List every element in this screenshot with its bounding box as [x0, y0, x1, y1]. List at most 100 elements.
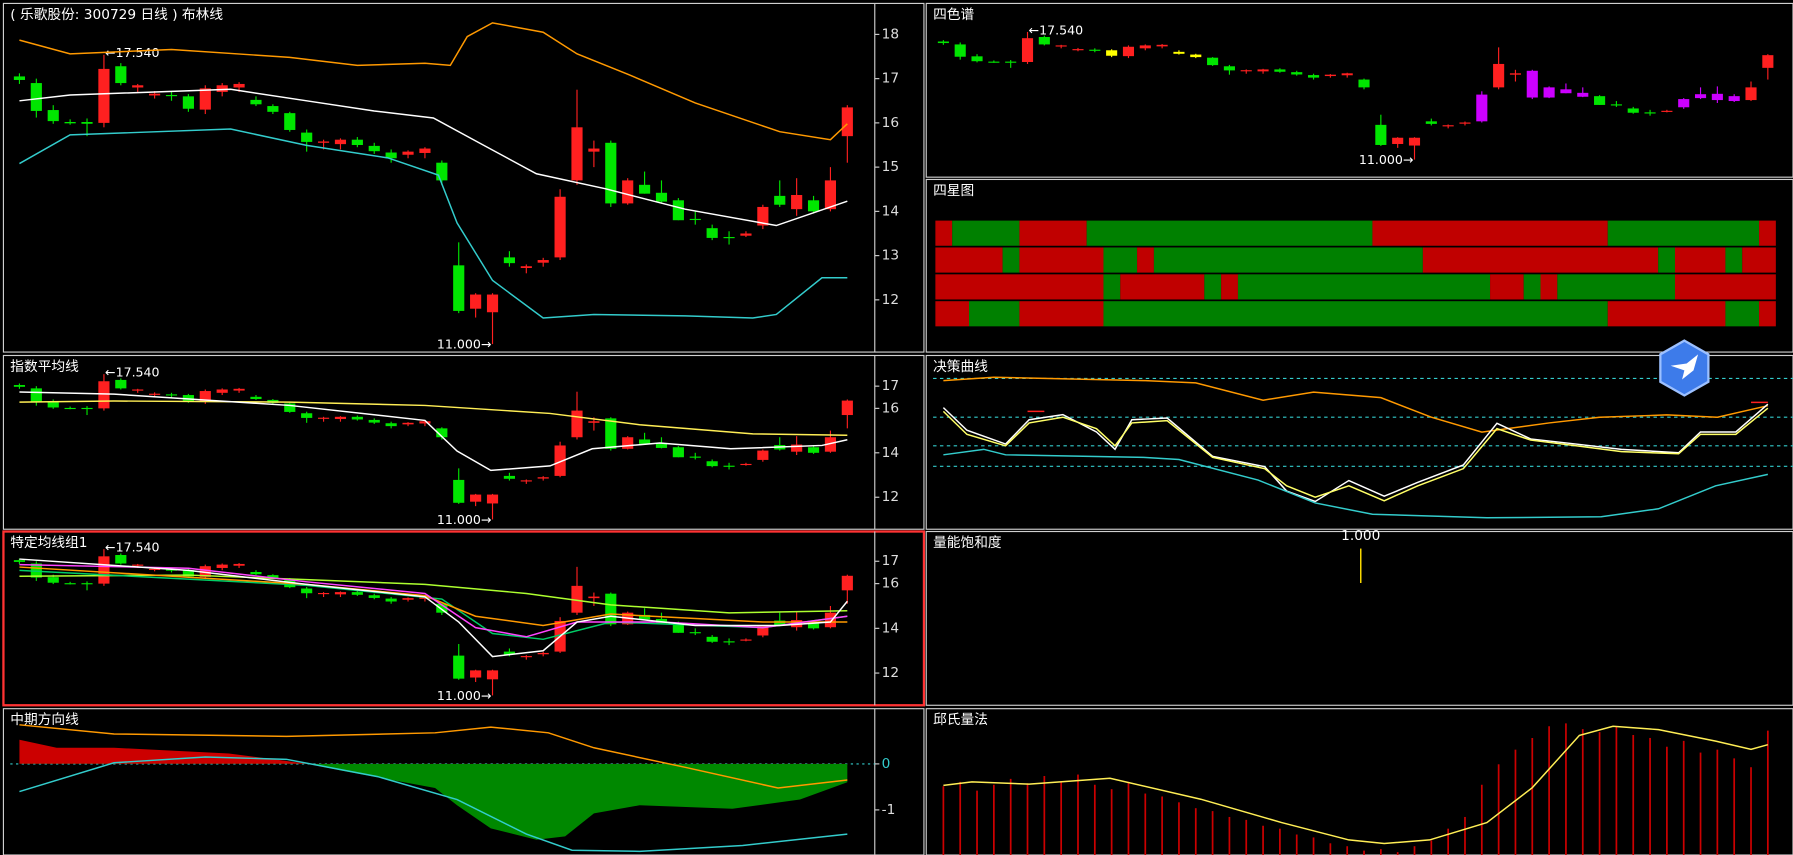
candle-body — [132, 85, 144, 88]
candle-body — [199, 391, 211, 402]
panel-title: 量能饱和度 — [933, 535, 1002, 551]
candle-body — [520, 656, 532, 658]
candle-body — [115, 66, 127, 84]
y-tick-label: 15 — [882, 159, 899, 175]
y-tick-label: 17 — [882, 553, 899, 569]
indicator-line — [942, 403, 1769, 503]
indicator-line — [19, 128, 848, 319]
candle-body — [1476, 94, 1488, 122]
candle-body — [132, 564, 144, 566]
candle-body — [419, 148, 431, 153]
candle-body — [520, 480, 532, 482]
candle-body — [233, 83, 245, 88]
star-segment — [1607, 220, 1760, 246]
candle-body — [1543, 87, 1555, 98]
candle-body — [233, 388, 245, 391]
candle-body — [132, 389, 144, 391]
price-annotation: ←17.540 — [105, 540, 160, 555]
candle-body — [740, 639, 752, 641]
candle-body — [605, 593, 617, 625]
price-annotation: ←17.540 — [105, 365, 160, 380]
candle-body — [436, 428, 448, 438]
star-segment — [1019, 247, 1104, 273]
price-annotation: ←17.540 — [105, 45, 160, 60]
candle-body — [250, 571, 262, 575]
candle-body — [284, 113, 296, 130]
panel-border — [2, 530, 926, 707]
candle-body — [1106, 50, 1118, 56]
panel-border — [925, 178, 1793, 353]
app-logo[interactable] — [1659, 339, 1710, 397]
candle-body — [334, 592, 347, 595]
star-segment — [1372, 220, 1608, 246]
indicator-line — [942, 407, 1769, 502]
candle-body — [13, 385, 26, 387]
panel-title: 邱氏量法 — [933, 712, 988, 728]
indicator-line — [943, 376, 1769, 433]
candle-body — [1173, 51, 1185, 54]
y-tick-label: 16 — [882, 400, 899, 416]
price-annotation: 11.000→ — [437, 512, 491, 527]
candle-body — [368, 145, 380, 152]
candle-body — [937, 41, 949, 44]
candle-body — [1274, 69, 1286, 72]
candle-body — [368, 419, 380, 423]
candle-body — [1711, 93, 1723, 101]
candle-body — [47, 401, 59, 408]
candle-body — [571, 127, 583, 181]
star-segment — [1153, 247, 1423, 273]
candle-body — [1240, 70, 1252, 72]
star-segment — [1540, 274, 1558, 300]
star-segment — [1019, 301, 1104, 327]
candle-body — [165, 95, 178, 97]
candle-body — [588, 596, 600, 599]
candle-body — [81, 121, 93, 124]
star-segment — [935, 247, 1003, 273]
panel-title: 四星图 — [933, 183, 974, 199]
candle-body — [723, 641, 735, 643]
candle-body — [841, 575, 853, 591]
candle-body — [639, 184, 651, 194]
star-segment — [1237, 274, 1491, 300]
panel-title: 四色谱 — [933, 6, 974, 23]
star-segment — [952, 220, 1020, 246]
candle-body — [351, 139, 363, 146]
candle-body — [47, 577, 59, 583]
candle-body — [47, 110, 59, 122]
star-segment — [1103, 247, 1138, 273]
indicator-line — [19, 88, 848, 227]
candle-body — [1072, 49, 1084, 51]
candle-body — [470, 670, 482, 678]
candle-body — [807, 622, 820, 629]
candle-body — [436, 162, 448, 181]
candle-body — [1291, 72, 1303, 75]
candle-body — [672, 447, 684, 458]
y-tick-label: 14 — [882, 203, 899, 219]
panel: 特定均线组1 12 14 16 17 ←17.540 11.000→ — [2, 530, 926, 707]
candle-body — [639, 614, 651, 620]
candle-body — [402, 422, 414, 425]
candle-body — [149, 393, 161, 395]
logo-bird[interactable] — [1670, 354, 1699, 380]
candle-body — [486, 670, 499, 680]
candle-body — [689, 218, 701, 221]
candle-body — [453, 479, 465, 503]
star-segment — [1759, 220, 1776, 246]
indicator-line — [19, 724, 848, 789]
candle-body — [13, 560, 26, 562]
panel: 指数平均线 12 14 16 17 ←17.540 11.000→ — [2, 354, 925, 530]
candle-body — [334, 139, 347, 145]
candle-body — [605, 142, 617, 204]
candle-body — [453, 265, 465, 311]
candle-body — [13, 76, 26, 80]
candle-body — [301, 588, 313, 594]
candle-body — [486, 494, 499, 504]
star-segment — [1607, 301, 1726, 327]
candle-body — [622, 180, 634, 204]
candle-body — [791, 444, 803, 452]
candle-body — [757, 206, 769, 226]
star-segment — [1490, 274, 1524, 300]
candle-body — [216, 564, 228, 568]
y-tick-label: -1 — [882, 802, 896, 818]
star-segment — [1725, 247, 1743, 273]
